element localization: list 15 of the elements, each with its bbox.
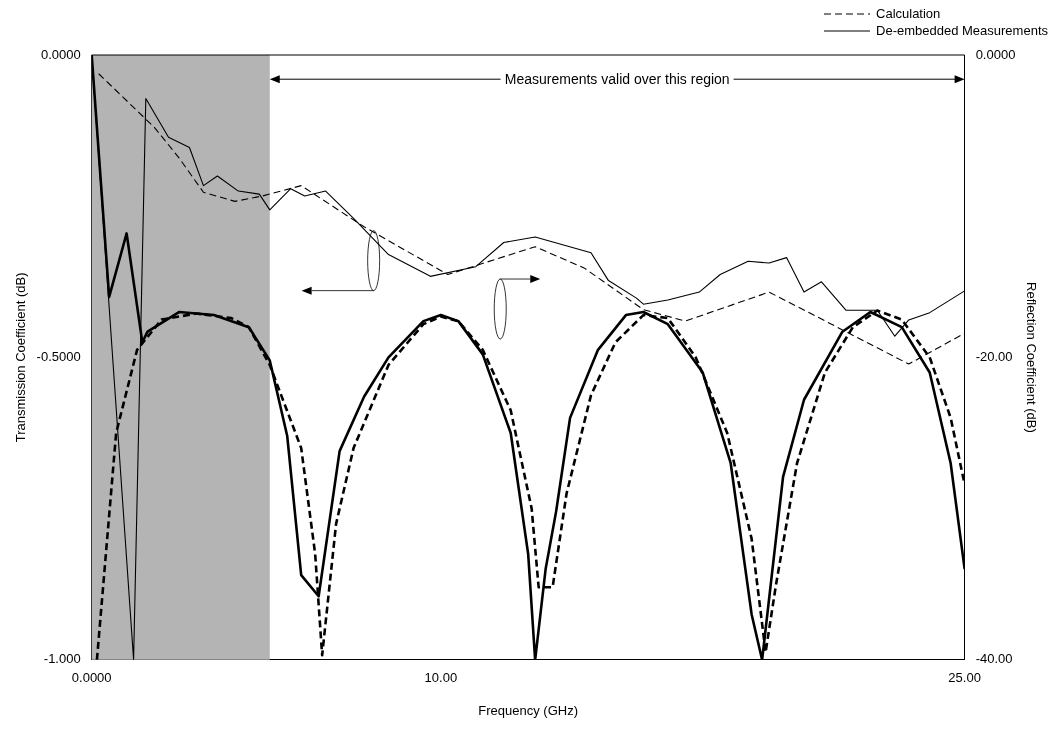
y2-tick-label: 0.0000 <box>975 46 1016 62</box>
y-tick-label: 0.0000 <box>40 46 81 62</box>
x-tick-label: 10.00 <box>424 670 458 686</box>
y2-tick-label: -20.00 <box>975 348 1013 364</box>
annotation: Measurements valid over this region <box>500 71 734 88</box>
x-tick-label: 25.00 <box>948 670 981 686</box>
y2-axis-title: Reflection Coefficient (dB) <box>1023 282 1039 433</box>
legend-label: De-embedded Measurements <box>876 23 1048 38</box>
y-tick-label: -0.5000 <box>36 348 81 364</box>
y-tick-label: -1.000 <box>43 651 81 667</box>
y-axis-title: Transmission Coefficient (dB) <box>13 272 29 443</box>
legend-label: Calculation <box>876 6 941 21</box>
y2-tick-label: -40.00 <box>975 651 1013 667</box>
x-axis-title: Frequency (GHz) <box>478 702 579 718</box>
x-tick-label: 0.0000 <box>71 670 112 686</box>
